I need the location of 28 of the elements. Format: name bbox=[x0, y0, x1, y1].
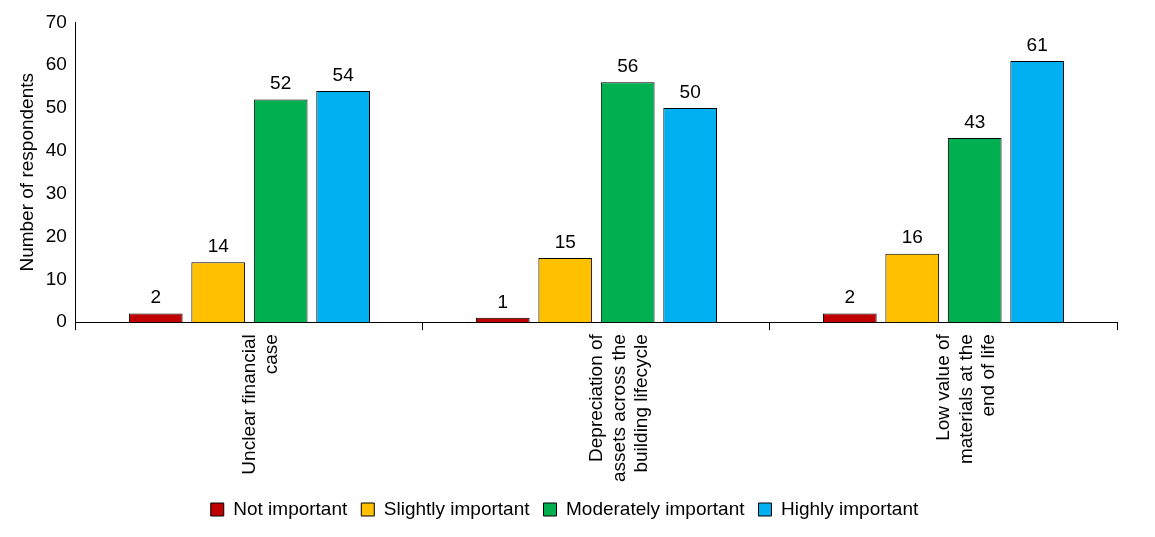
data-label: 2 bbox=[150, 286, 162, 308]
y-tick-label: 20 bbox=[45, 224, 67, 246]
y-tick-label: 60 bbox=[45, 53, 67, 75]
data-label: 50 bbox=[679, 80, 701, 102]
y-tick-label: 70 bbox=[45, 10, 67, 32]
data-label: 56 bbox=[617, 55, 639, 77]
legend-label: Moderately important bbox=[566, 497, 746, 519]
y-tick-label: 50 bbox=[45, 96, 67, 118]
data-label: 16 bbox=[901, 226, 923, 248]
y-axis-title: Number of respondents bbox=[15, 73, 37, 272]
data-label: 15 bbox=[554, 230, 576, 252]
legend-label: Slightly important bbox=[383, 497, 531, 519]
x-tick-label: Low value of materials at the end of life bbox=[931, 333, 999, 465]
y-tick-label: 40 bbox=[45, 139, 67, 161]
y-tick-label: 30 bbox=[45, 181, 67, 203]
data-label: 61 bbox=[1026, 33, 1048, 55]
data-label: 2 bbox=[844, 286, 856, 308]
y-tick-label: 0 bbox=[56, 310, 67, 332]
data-label: 1 bbox=[497, 290, 509, 312]
x-tick-label: Unclear financial case bbox=[237, 334, 282, 475]
data-label: 52 bbox=[270, 72, 292, 94]
legend-label: Not important bbox=[233, 497, 349, 519]
data-label: 14 bbox=[207, 234, 230, 256]
data-label: 54 bbox=[332, 63, 355, 85]
data-label: 43 bbox=[964, 110, 986, 132]
y-tick-label: 10 bbox=[45, 267, 67, 289]
legend-label: Highly important bbox=[780, 497, 919, 519]
x-tick-label: Depreciation of assets across the building lifecycle bbox=[584, 333, 652, 482]
